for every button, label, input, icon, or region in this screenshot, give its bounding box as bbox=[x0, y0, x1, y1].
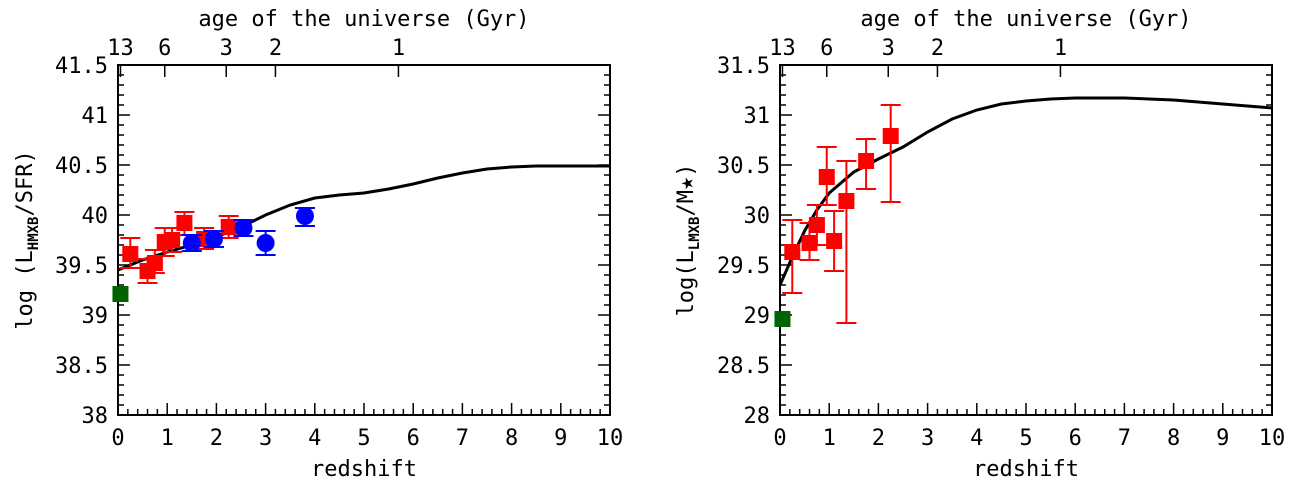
top-tick-label: 1 bbox=[392, 36, 405, 61]
top-tick-label: 3 bbox=[220, 36, 233, 61]
x-tick-label: 10 bbox=[597, 426, 624, 451]
top-tick-label: 6 bbox=[158, 36, 171, 61]
data-point-square bbox=[826, 233, 843, 249]
y-axis-title-prefix: log(L bbox=[674, 250, 699, 316]
top-tick-label: 13 bbox=[769, 36, 796, 61]
x-tick-label: 7 bbox=[456, 426, 469, 451]
x-tick-label: 9 bbox=[554, 426, 567, 451]
top-tick-label: 13 bbox=[107, 36, 134, 61]
y-tick-label: 29 bbox=[744, 304, 771, 329]
x-tick-label: 4 bbox=[308, 426, 321, 451]
top-axis-title: age of the universe (Gyr) bbox=[198, 7, 529, 32]
y-tick-label: 30.5 bbox=[717, 154, 770, 179]
y-tick-label: 41.5 bbox=[55, 54, 108, 79]
y-tick-label: 28 bbox=[744, 404, 771, 429]
top-tick-label: 2 bbox=[269, 36, 282, 61]
x-tick-label: 2 bbox=[872, 426, 885, 451]
top-tick-label: 3 bbox=[882, 36, 895, 61]
model-curve bbox=[780, 96, 1272, 286]
data-point-circle bbox=[234, 219, 253, 237]
x-tick-label: 5 bbox=[357, 426, 370, 451]
data-point-square bbox=[801, 235, 818, 251]
x-tick-label: 1 bbox=[161, 426, 174, 451]
y-tick-label: 38.5 bbox=[55, 354, 108, 379]
x-tick-label: 3 bbox=[921, 426, 934, 451]
data-point-square bbox=[838, 193, 855, 209]
x-tick-label: 9 bbox=[1216, 426, 1229, 451]
y-axis-title: log (LHMXB/SFR) bbox=[13, 150, 42, 329]
y-tick-label: 28.5 bbox=[717, 354, 770, 379]
y-tick-label: 30 bbox=[744, 204, 771, 229]
y-axis-title-suffix: /M★) bbox=[674, 164, 699, 217]
x-tick-label: 8 bbox=[505, 426, 518, 451]
y-axis-title-subscript: HMXB bbox=[26, 217, 42, 251]
x-tick-label: 4 bbox=[970, 426, 983, 451]
x-tick-label: 2 bbox=[210, 426, 223, 451]
x-tick-label: 1 bbox=[823, 426, 836, 451]
data-point-square bbox=[220, 219, 237, 235]
data-point-square bbox=[784, 244, 801, 260]
data-point-square bbox=[146, 255, 163, 271]
y-tick-label: 31.5 bbox=[717, 54, 770, 79]
y-axis-title-suffix: /SFR) bbox=[13, 150, 38, 216]
y-axis-title-subscript: LMXB bbox=[687, 217, 703, 251]
data-point-circle bbox=[256, 234, 275, 252]
y-tick-label: 31 bbox=[744, 104, 771, 129]
x-axis-title: redshift bbox=[973, 457, 1079, 482]
data-point-square bbox=[112, 286, 129, 302]
x-tick-label: 7 bbox=[1118, 426, 1131, 451]
y-axis-title-prefix: log (L bbox=[13, 250, 38, 329]
y-tick-label: 40 bbox=[82, 204, 109, 229]
data-point-circle bbox=[295, 207, 314, 225]
x-tick-label: 5 bbox=[1019, 426, 1032, 451]
x-tick-label: 0 bbox=[773, 426, 786, 451]
data-point-square bbox=[818, 169, 835, 185]
top-tick-label: 1 bbox=[1054, 36, 1067, 61]
x-axis-title: redshift bbox=[311, 457, 417, 482]
x-tick-label: 6 bbox=[1069, 426, 1082, 451]
plot-frame bbox=[779, 64, 1273, 416]
x-tick-label: 3 bbox=[259, 426, 272, 451]
data-point-square bbox=[882, 128, 899, 144]
y-tick-label: 39 bbox=[82, 304, 109, 329]
x-tick-label: 6 bbox=[407, 426, 420, 451]
data-point-square bbox=[122, 246, 139, 262]
y-tick-label: 41 bbox=[82, 104, 109, 129]
panel-hmxb: 0 1 2 3 4 5 6 7 8 9 10 38 38.5 39 39.5 40 40.5 41 41.513 6 3… bbox=[13, 7, 623, 482]
y-tick-label: 40.5 bbox=[55, 154, 108, 179]
data-point-circle bbox=[182, 234, 201, 252]
y-tick-label: 39.5 bbox=[55, 254, 108, 279]
y-tick-label: 38 bbox=[82, 404, 109, 429]
x-tick-label: 10 bbox=[1259, 426, 1286, 451]
x-tick-label: 8 bbox=[1167, 426, 1180, 451]
y-tick-label: 29.5 bbox=[717, 254, 770, 279]
data-point-square bbox=[858, 153, 875, 169]
top-tick-label: 6 bbox=[820, 36, 833, 61]
x-tick-label: 0 bbox=[111, 426, 124, 451]
data-point-square bbox=[176, 215, 193, 231]
data-point-square bbox=[808, 217, 825, 233]
data-point-circle bbox=[204, 230, 223, 248]
y-axis-title: log(LLMXB/M★) bbox=[674, 164, 703, 317]
top-axis-title: age of the universe (Gyr) bbox=[860, 7, 1191, 32]
top-tick-label: 2 bbox=[931, 36, 944, 61]
data-point-square bbox=[774, 311, 791, 327]
